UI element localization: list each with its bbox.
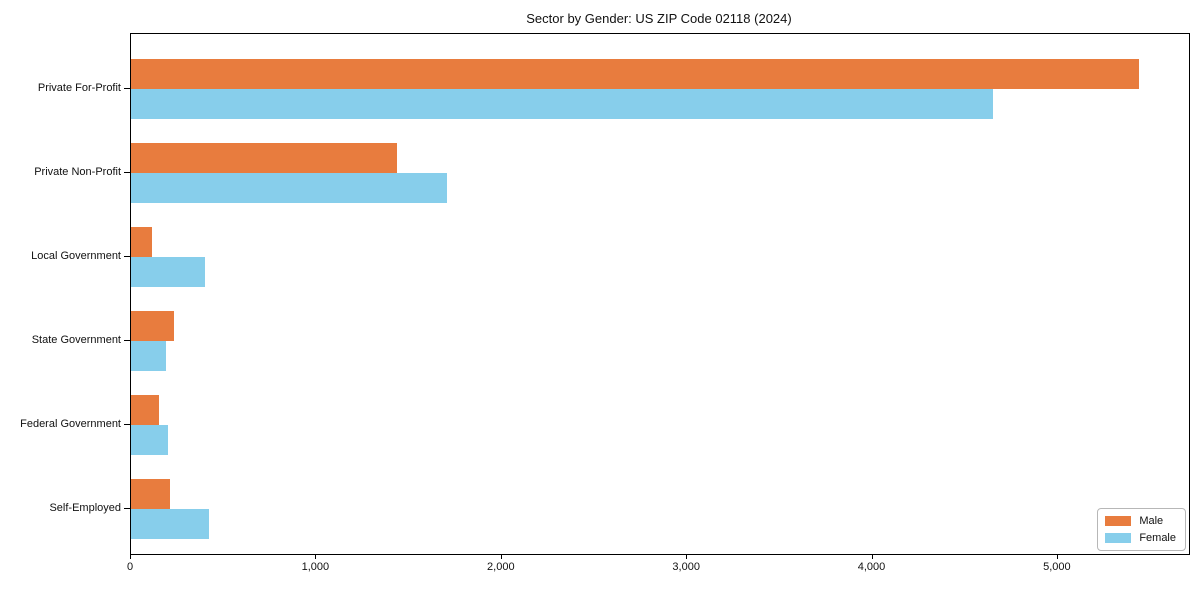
male-swatch [1105,516,1132,526]
bar-female-6 [131,509,210,539]
bar-female-3 [131,257,206,287]
bars-layer [131,34,1189,554]
x-tick-label: 3,000 [672,561,700,573]
bar-male-6 [131,479,171,509]
bar-female-2 [131,173,448,203]
bar-male-1 [131,59,1139,89]
y-tick-label: State Government [31,334,121,346]
x-tick-label: 4,000 [857,561,886,573]
bar-male-5 [131,395,160,425]
bar-female-4 [131,341,166,371]
x-tick-label: 0 [126,561,134,573]
legend: Male Female [1097,508,1186,551]
legend-item-female: Female [1105,532,1176,544]
y-tick-label: Federal Government [20,418,121,430]
y-tick-label: Local Government [31,250,121,262]
y-tick-label: Private For-Profit [37,82,121,94]
bar-male-2 [131,143,397,173]
bar-female-5 [131,425,168,455]
y-tick-label: Self-Employed [49,502,121,514]
plot-area: Male Female [130,33,1190,555]
legend-label-female: Female [1139,532,1176,544]
x-tick-label: 1,000 [301,561,330,573]
legend-label-male: Male [1139,515,1164,527]
bar-male-4 [131,311,175,341]
chart-title: Sector by Gender: US ZIP Code 02118 (202… [526,11,792,26]
bar-female-1 [131,89,993,119]
x-tick-label: 2,000 [487,561,515,573]
legend-item-male: Male [1105,515,1176,527]
female-swatch [1105,533,1132,543]
x-tick-label: 5,000 [1043,561,1071,573]
y-tick-label: Private Non-Profit [34,166,121,178]
bar-male-3 [131,227,152,257]
